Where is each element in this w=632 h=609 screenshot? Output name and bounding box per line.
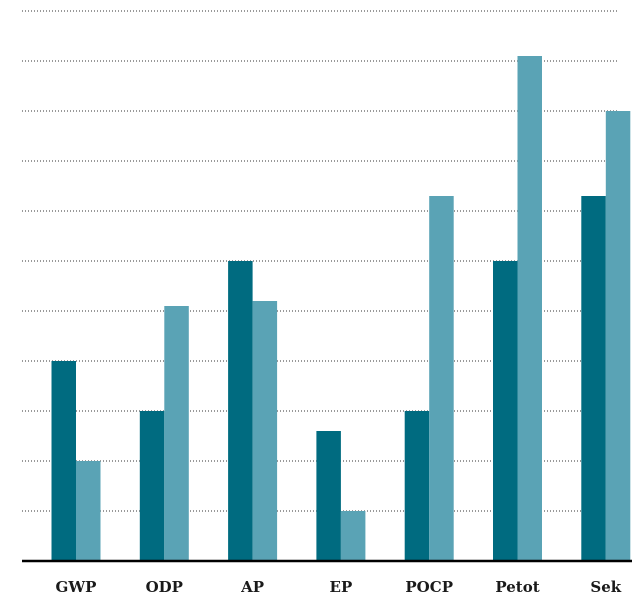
bar	[340, 511, 366, 561]
x-tick-label: Petot	[495, 578, 539, 596]
bar	[493, 261, 518, 561]
bar	[76, 461, 101, 561]
x-tick-label: AP	[240, 578, 264, 596]
x-tick-label: POCP	[405, 578, 453, 596]
x-tick-label: ODP	[146, 578, 183, 596]
bar	[164, 306, 189, 561]
bar	[139, 411, 165, 561]
bar	[228, 261, 253, 561]
bar	[429, 196, 454, 561]
bar	[252, 301, 278, 561]
x-tick-label: EP	[330, 578, 353, 596]
x-tick-label: Sek	[590, 578, 621, 596]
bar	[51, 361, 76, 561]
bar	[517, 56, 542, 561]
x-tick-label: GWP	[56, 578, 97, 596]
bar	[581, 196, 606, 561]
bar	[404, 411, 430, 561]
bar	[605, 111, 631, 561]
bar	[316, 431, 341, 561]
